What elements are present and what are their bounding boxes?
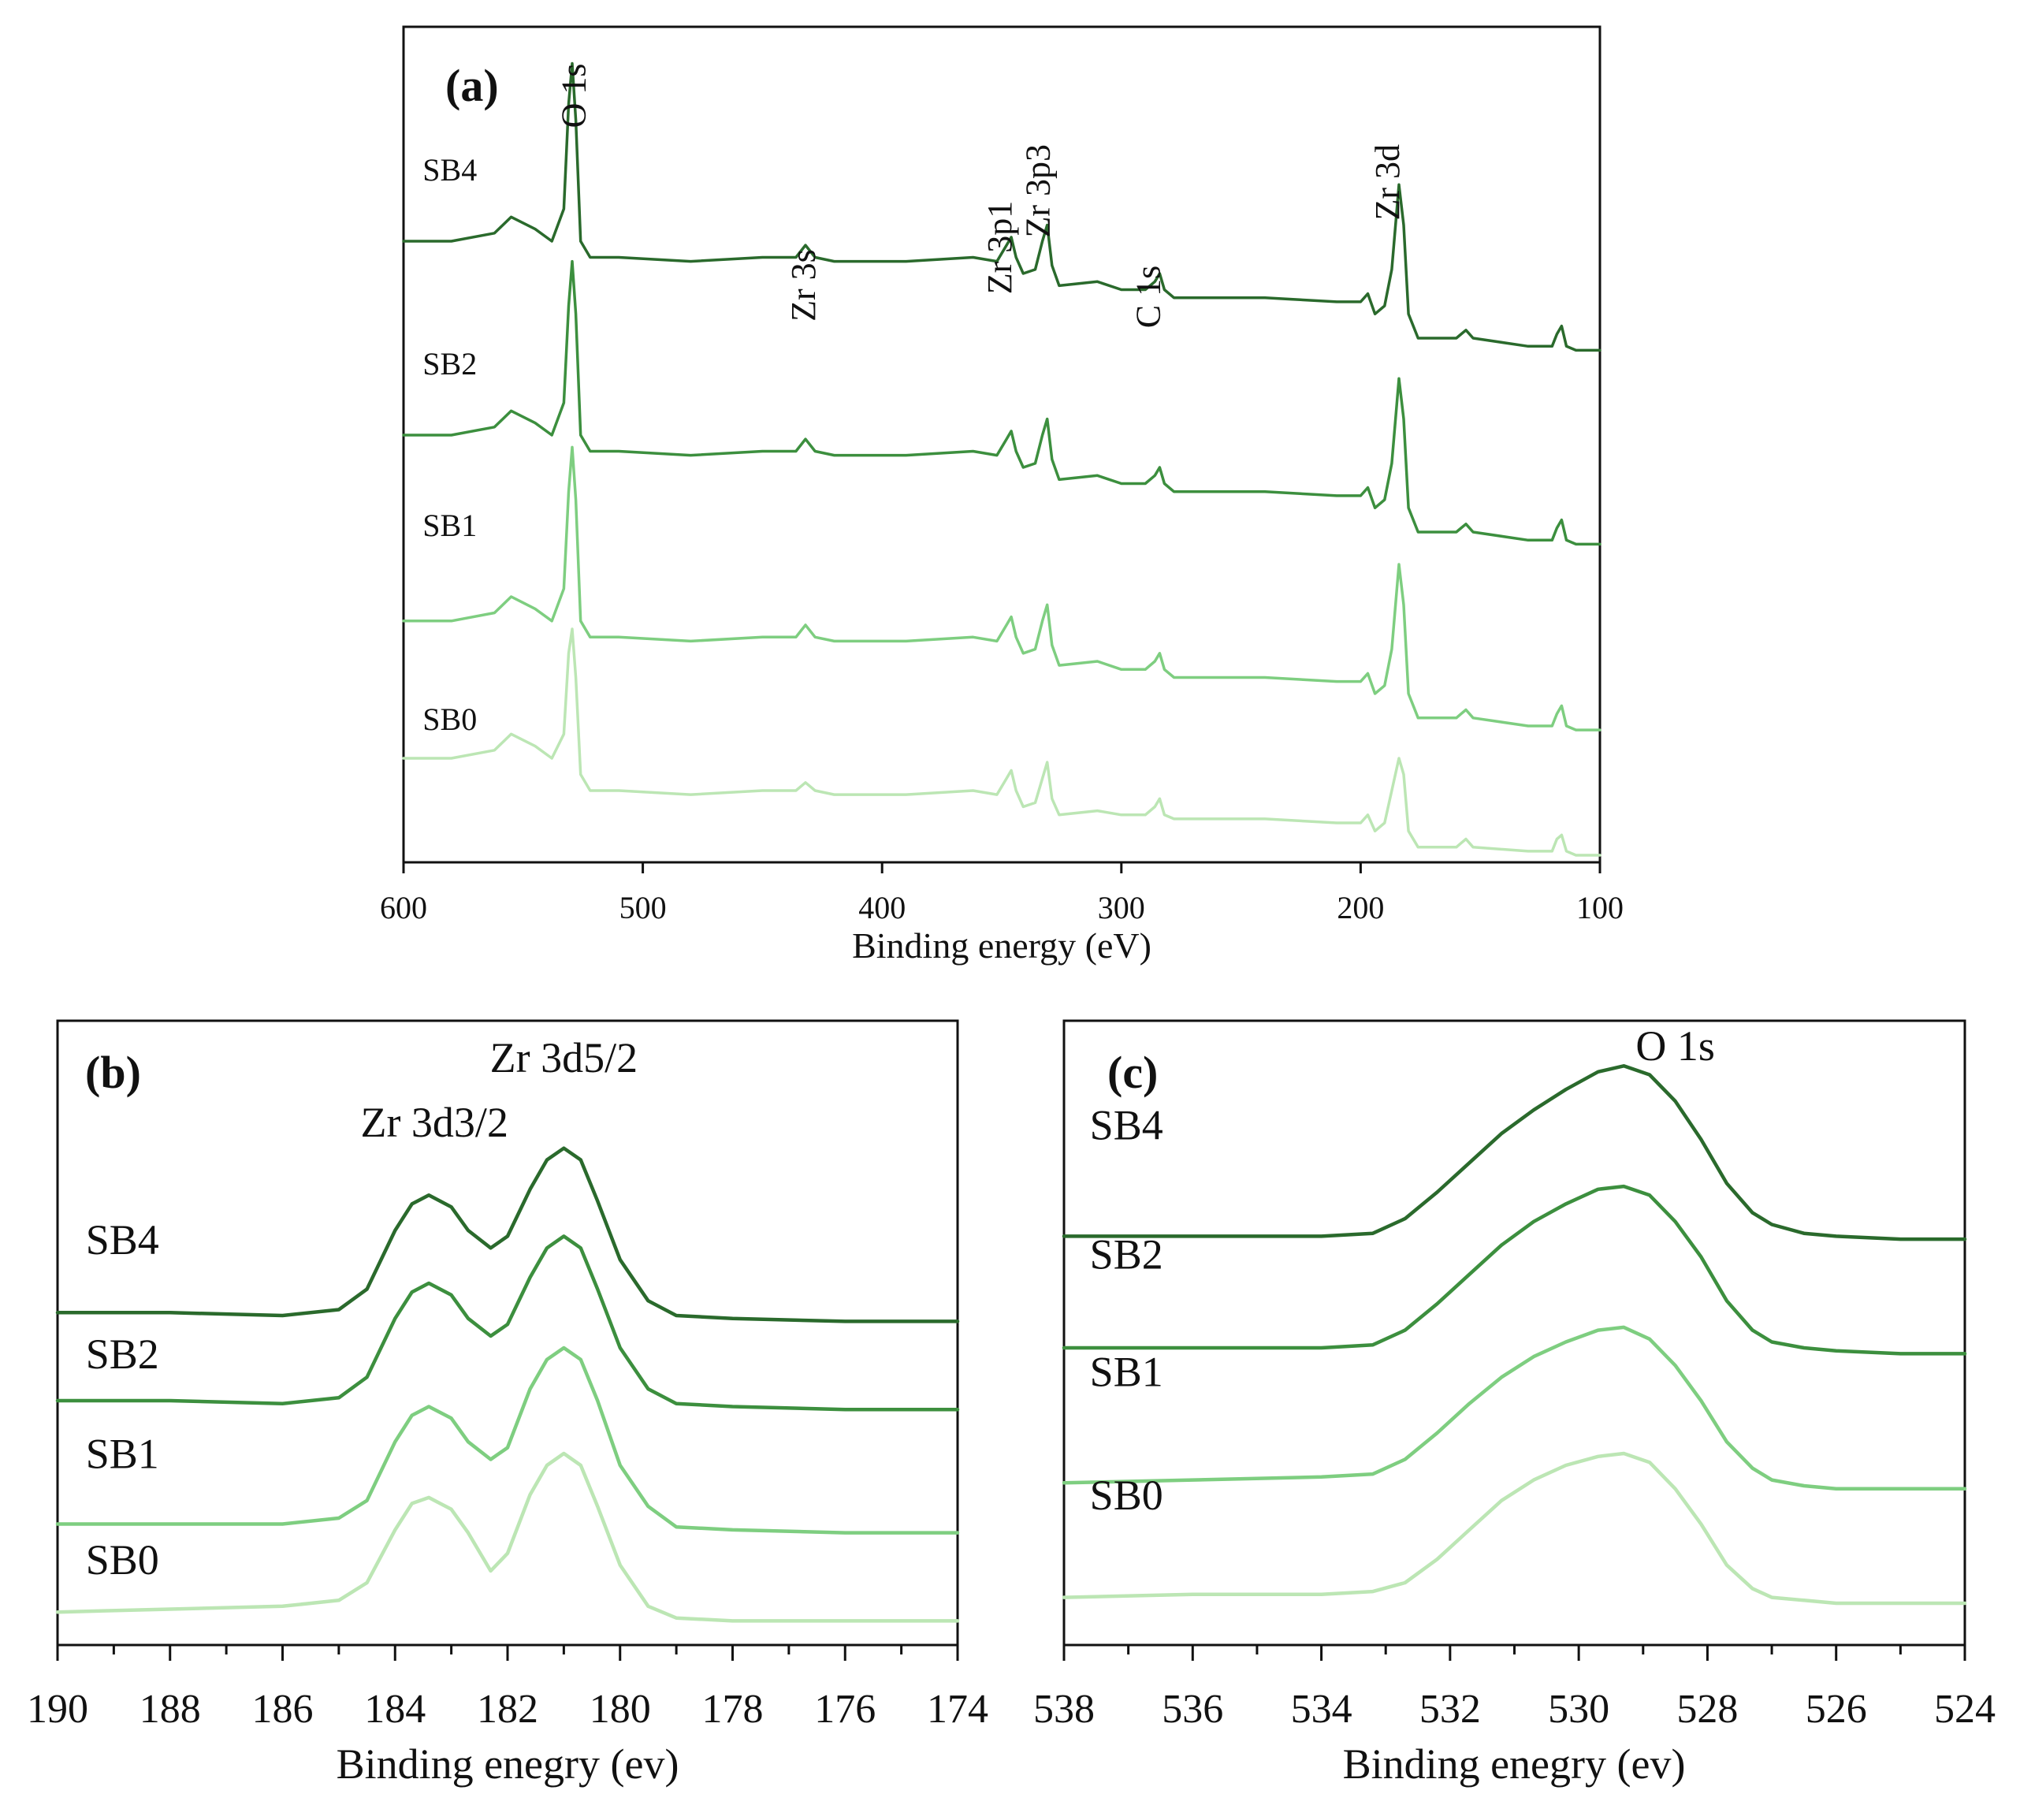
series-label-sb0: SB0	[86, 1536, 159, 1584]
series-label-sb2: SB2	[422, 346, 477, 381]
series-line-sb4	[1062, 1064, 1967, 1241]
x-tick-label: 536	[1162, 1687, 1223, 1732]
x-tick-label: 176	[814, 1687, 876, 1732]
series-line-sb0	[55, 1451, 960, 1623]
series-line-sb0	[1062, 1451, 1967, 1606]
panel-b-x-axis-label: Binding enegry (ev)	[337, 1740, 679, 1788]
series-line-sb0	[402, 627, 1601, 857]
panel-b-zr3d-spectrum: (b) 190 188 186 184 182 180 178 176 174 Zr 3d3/2…	[27, 1019, 988, 1788]
panel-c-x-axis-label: Binding enegry (ev)	[1343, 1740, 1686, 1788]
x-tick-label: 532	[1419, 1687, 1481, 1732]
series-label-sb2: SB2	[86, 1331, 159, 1378]
x-tick-label: 600	[380, 890, 427, 925]
x-tick-label: 182	[477, 1687, 538, 1732]
x-tick-label: 100	[1576, 890, 1624, 925]
series-line-sb1	[55, 1345, 960, 1535]
panel-a-label: (a)	[445, 60, 499, 111]
series-line-sb2	[55, 1234, 960, 1412]
x-tick-label: 400	[858, 890, 906, 925]
peak-label: Zr 3p1	[980, 201, 1019, 295]
panel-a-plot-frame	[402, 25, 1601, 864]
panel-b-series-labels: SB4 SB2 SB1 SB0	[86, 1216, 159, 1584]
x-tick-label: 538	[1033, 1687, 1095, 1732]
series-line-sb1	[1062, 1325, 1967, 1491]
x-tick-label: 300	[1098, 890, 1145, 925]
series-label-sb4: SB4	[1090, 1101, 1163, 1148]
series-label-sb0: SB0	[1090, 1472, 1163, 1519]
series-line-sb4	[55, 1146, 960, 1323]
x-tick-label: 500	[619, 890, 667, 925]
series-label-sb2: SB2	[1090, 1230, 1163, 1278]
panel-b-peak-labels: Zr 3d3/2 Zr 3d5/2	[360, 1034, 638, 1146]
series-line-sb4	[402, 61, 1601, 352]
panel-a-x-ticks: 600 500 400 300 200 100	[380, 862, 1624, 925]
x-tick-label: 534	[1291, 1687, 1352, 1732]
series-line-sb2	[1062, 1184, 1967, 1356]
panel-c-x-ticks: 538 536 534 532 530 528 526 524	[1033, 1645, 1996, 1732]
peak-label: Zr 3d5/2	[490, 1034, 638, 1081]
panel-a-series	[402, 61, 1601, 857]
series-line-sb2	[402, 259, 1601, 546]
peak-label: C 1s	[1129, 266, 1167, 328]
panel-c-series-labels: SB4 SB2 SB1 SB0	[1090, 1101, 1163, 1518]
peak-label: Zr 3p3	[1019, 144, 1058, 238]
x-tick-label: 180	[590, 1687, 651, 1732]
x-tick-label: 174	[927, 1687, 988, 1732]
panel-c-peak-labels: O 1s	[1635, 1022, 1715, 1070]
series-label-sb4: SB4	[422, 152, 477, 188]
panel-b-x-ticks: 190 188 186 184 182 180 178 176 174	[27, 1645, 988, 1732]
x-tick-label: 184	[364, 1687, 426, 1732]
series-line-sb1	[402, 445, 1601, 731]
panel-a-series-labels: SB4 SB2 SB1 SB0	[422, 152, 477, 737]
x-tick-label: 530	[1548, 1687, 1609, 1732]
x-tick-label: 524	[1934, 1687, 1996, 1732]
peak-label: Zr 3s	[784, 249, 823, 322]
series-label-sb1: SB1	[1090, 1348, 1163, 1395]
x-tick-label: 188	[140, 1687, 201, 1732]
x-tick-label: 186	[252, 1687, 314, 1732]
panel-c-series	[1062, 1064, 1967, 1606]
x-tick-label: 528	[1676, 1687, 1738, 1732]
series-label-sb1: SB1	[422, 508, 477, 543]
series-label-sb1: SB1	[86, 1431, 159, 1478]
x-tick-label: 178	[702, 1687, 764, 1732]
x-tick-label: 526	[1806, 1687, 1867, 1732]
panel-c-plot-frame	[1062, 1019, 1966, 1647]
peak-label: Zr 3d3/2	[360, 1099, 508, 1146]
peak-label: Zr 3d	[1368, 144, 1407, 221]
panel-c-label: (c)	[1107, 1047, 1158, 1098]
x-tick-label: 190	[27, 1687, 88, 1732]
peak-label: O 1s	[1635, 1022, 1715, 1070]
x-tick-label: 200	[1337, 890, 1384, 925]
panel-a-x-axis-label: Binding energy (eV)	[852, 925, 1151, 966]
series-label-sb0: SB0	[422, 702, 477, 737]
panel-b-series	[55, 1146, 960, 1623]
series-label-sb4: SB4	[86, 1216, 159, 1264]
panel-b-label: (b)	[85, 1047, 141, 1098]
panel-c-o1s-spectrum: (c) 538 536 534 532 530 528 526 524 O 1s SB4 SB2…	[1033, 1019, 1996, 1788]
peak-label: O 1s	[555, 64, 593, 128]
